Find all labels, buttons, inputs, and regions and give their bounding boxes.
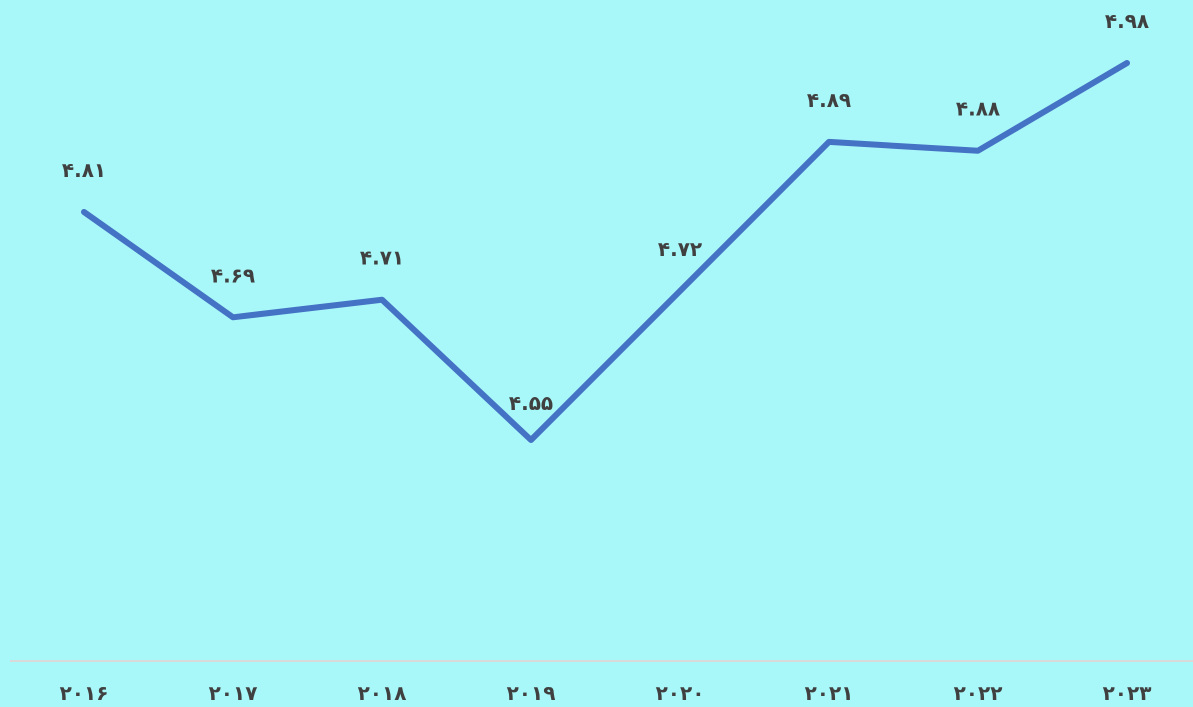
data-label: ۴.۵۵ <box>509 391 553 415</box>
x-tick-label: ۲۰۲۳ <box>1103 681 1152 705</box>
x-tick-labels: ۲۰۱۶ ۲۰۱۷ ۲۰۱۸ ۲۰۱۹ ۲۰۲۰ ۲۰۲۱ ۲۰۲۲ ۲۰۲۳ <box>60 681 1152 705</box>
data-label: ۴.۹۸ <box>1105 9 1149 33</box>
x-tick-label: ۲۰۱۶ <box>60 681 109 705</box>
data-label: ۴.۷۲ <box>658 237 702 261</box>
x-tick-label: ۲۰۲۰ <box>656 681 705 705</box>
data-label: ۴.۸۸ <box>956 97 1000 121</box>
x-tick-label: ۲۰۱۷ <box>209 681 258 705</box>
x-tick-label: ۲۰۲۲ <box>954 681 1003 705</box>
data-label: ۴.۷۱ <box>360 246 404 270</box>
data-label: ۴.۸۹ <box>807 88 851 112</box>
data-label: ۴.۶۹ <box>211 263 255 287</box>
x-tick-label: ۲۰۱۸ <box>358 681 407 705</box>
x-tick-label: ۲۰۲۱ <box>805 681 854 705</box>
data-labels: ۴.۸۱ ۴.۶۹ ۴.۷۱ ۴.۵۵ ۴.۷۲ ۴.۸۹ ۴.۸۸ ۴.۹۸ <box>62 9 1149 415</box>
x-tick-label: ۲۰۱۹ <box>507 681 556 705</box>
data-label: ۴.۸۱ <box>62 158 106 182</box>
series-line <box>81 60 1130 443</box>
